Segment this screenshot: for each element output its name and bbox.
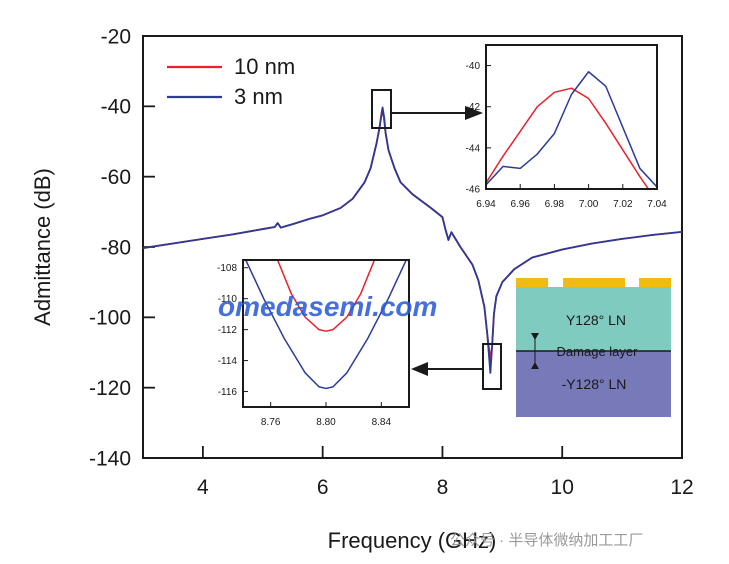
inset-antiresonance-axis-ticks: 8.76 8.80 8.84 -108 -110 -112 -114 -116 — [217, 263, 392, 428]
inset-resonance-x-tick-label: 7.04 — [647, 199, 667, 210]
electrode-1 — [516, 278, 548, 287]
inset-antiresonance-y-tick-label: -114 — [218, 356, 238, 367]
inset-antiresonance-y-tick-label: -110 — [218, 294, 238, 305]
inset-resonance-x-tick-label: 6.98 — [545, 199, 565, 210]
bottom-layer — [516, 351, 671, 417]
main-y-tick-label: -80 — [101, 236, 131, 259]
electrode-3 — [639, 278, 671, 287]
inset-resonance-series-10nm-line — [486, 87, 650, 189]
y-axis-label: Admittance (dB) — [30, 168, 55, 326]
inset-resonance-y-tick-label: -40 — [466, 61, 481, 72]
inset-antiresonance-x-tick-label: 8.84 — [372, 417, 392, 428]
main-x-tick-label: 6 — [317, 476, 329, 499]
main-x-tick-label: 4 — [197, 476, 209, 499]
x-axis-label: Frequency (GHz) — [328, 528, 497, 553]
damage-layer-label: Damage layer — [557, 344, 639, 359]
legend: 10 nm 3 nm — [167, 54, 295, 109]
main-y-tick-label: -120 — [89, 377, 131, 400]
main-series-group — [143, 106, 682, 374]
inset-resonance-axis-ticks: 6.94 6.96 6.98 7.00 7.02 7.04 -40 -42 -44 -46 — [466, 61, 668, 210]
inset-antiresonance-series-group — [245, 260, 407, 390]
main-x-tick-label: 10 — [551, 476, 574, 499]
antiresonance-arrow-head — [411, 362, 428, 376]
zoom-markers — [371, 89, 502, 390]
main-x-tick-label: 12 — [670, 476, 693, 499]
inset-antiresonance-y-tick-label: -112 — [218, 325, 238, 336]
resonance-arrow-head — [465, 106, 483, 120]
inset-resonance-x-tick-label: 6.96 — [510, 199, 530, 210]
inset-resonance-frame — [485, 44, 658, 190]
main-chart: 4 6 8 10 12 -20 -40 -60 -80 -100 -120 -140 Frequenc… — [30, 25, 694, 553]
watermark-overlay: omedasemi.com — [218, 291, 437, 322]
legend-label-10nm: 10 nm — [234, 54, 295, 79]
top-layer — [516, 287, 671, 351]
inset-antiresonance: 8.76 8.80 8.84 -108 -110 -112 -114 -116 — [217, 259, 410, 428]
inset-resonance-x-tick-label: 7.00 — [579, 199, 599, 210]
inset-antiresonance-series-10nm-line — [276, 260, 376, 332]
main-y-tick-label: -20 — [101, 25, 131, 48]
inset-resonance-y-tick-label: -46 — [466, 185, 481, 196]
inset-antiresonance-background — [243, 260, 409, 407]
layer-schematic: Y128° LN Damage layer -Y128° LN — [516, 278, 671, 417]
bottom-layer-label: -Y128° LN — [562, 376, 627, 392]
inset-resonance: 6.94 6.96 6.98 7.00 7.02 7.04 -40 -42 -44 -46 — [466, 44, 668, 210]
inset-antiresonance-y-tick-label: -116 — [218, 387, 238, 398]
inset-resonance-y-tick-label: -44 — [466, 143, 481, 154]
inset-resonance-y-tick-label: -42 — [466, 102, 481, 113]
inset-antiresonance-y-tick-label: -108 — [217, 263, 237, 274]
antiresonance-zoom-box — [482, 343, 502, 390]
resonance-zoom-box — [371, 89, 392, 129]
main-y-tick-label: -40 — [101, 96, 131, 119]
inset-antiresonance-x-tick-label: 8.80 — [316, 417, 336, 428]
main-x-tick-label: 8 — [437, 476, 449, 499]
top-layer-label: Y128° LN — [566, 312, 626, 328]
damage-marker-arrow-up — [531, 333, 539, 340]
main-y-tick-label: -60 — [101, 166, 131, 189]
inset-resonance-x-tick-label: 7.02 — [613, 199, 633, 210]
inset-resonance-series-group — [486, 70, 657, 189]
main-y-tick-label: -100 — [89, 307, 131, 330]
inset-antiresonance-x-tick-label: 8.76 — [261, 417, 281, 428]
electrode-2 — [563, 278, 625, 287]
inset-resonance-series-3nm-line — [486, 70, 657, 188]
main-series-3nm-line — [143, 106, 682, 374]
main-y-tick-label: -140 — [89, 447, 131, 470]
legend-label-3nm: 3 nm — [234, 84, 283, 109]
inset-antiresonance-series-3nm-line — [245, 260, 407, 390]
inset-resonance-background — [486, 45, 657, 189]
damage-marker-arrow-down — [531, 362, 539, 369]
main-axis-ticks: 4 6 8 10 12 -20 -40 -60 -80 -100 -120 -140 — [89, 25, 694, 499]
inset-resonance-x-tick-label: 6.94 — [476, 199, 496, 210]
watermark-footer: 公众号 · 半导体微纳加工工厂 — [450, 532, 643, 549]
